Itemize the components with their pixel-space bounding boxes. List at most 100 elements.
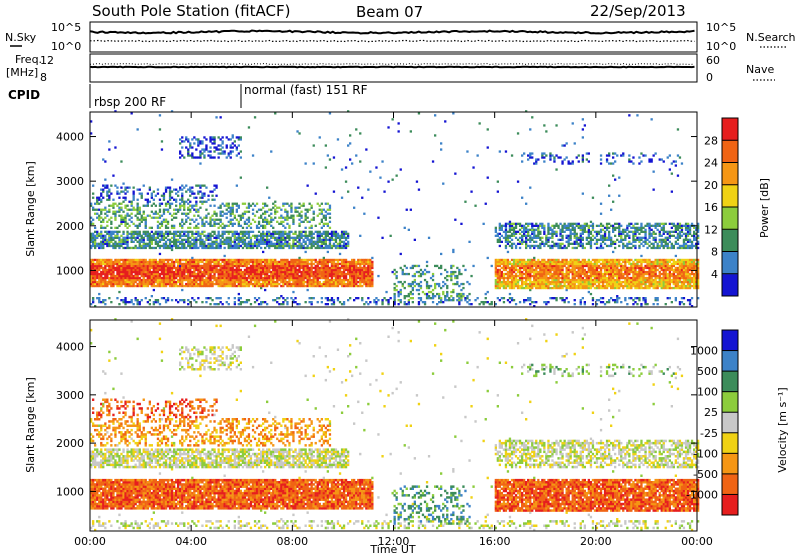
power-cell: [557, 238, 560, 241]
power-cell: [553, 226, 556, 229]
power-cell: [541, 236, 544, 239]
power-cell: [466, 297, 469, 300]
power-cell: [203, 278, 206, 282]
power-cell: [537, 246, 540, 250]
power-cell: [330, 276, 334, 280]
power-cell: [160, 268, 164, 272]
power-cell: [231, 274, 234, 278]
power-cell: [332, 280, 336, 284]
power-cell: [251, 154, 255, 157]
power-cell: [510, 224, 514, 227]
power-cell: [92, 297, 95, 300]
power-cell: [543, 264, 546, 268]
power-cell: [223, 264, 226, 268]
power-cell: [355, 297, 358, 300]
power-cell: [547, 260, 550, 264]
power-cell: [506, 260, 510, 264]
power-cell: [96, 274, 99, 278]
power-cell: [213, 224, 216, 227]
power-cell: [126, 242, 129, 245]
power-cell: [229, 208, 232, 211]
power-cell: [518, 240, 522, 243]
power-cell: [324, 244, 327, 248]
power-cell: [288, 224, 291, 227]
power-cell: [148, 262, 151, 266]
power-cell: [353, 299, 356, 302]
power-cell: [162, 218, 166, 221]
power-cell: [213, 232, 216, 235]
power-cell: [496, 190, 499, 193]
power-cell: [104, 212, 107, 215]
power-cell: [90, 280, 93, 284]
power-cell: [205, 282, 208, 286]
power-cell: [199, 268, 202, 272]
power-cell: [175, 192, 178, 195]
power-cell: [183, 200, 186, 203]
power-cell: [130, 202, 133, 205]
power-cell: [146, 264, 149, 268]
power-cell: [213, 236, 216, 239]
date-label: 22/Sep/2013: [590, 2, 686, 20]
power-cell: [514, 246, 518, 250]
power-cell: [328, 236, 332, 239]
power-cell: [90, 244, 93, 248]
power-cell: [152, 303, 155, 306]
power-cell: [545, 286, 548, 290]
power-cell: [112, 272, 115, 276]
power-cell: [138, 232, 141, 235]
power-cell: [512, 226, 516, 229]
power-cell: [142, 268, 145, 272]
power-cell: [209, 303, 212, 306]
power-cell: [217, 148, 220, 151]
power-cell: [409, 290, 412, 294]
power-cell: [209, 154, 212, 157]
power-cell: [328, 204, 332, 207]
power-cell: [347, 144, 350, 147]
power-cell: [170, 264, 174, 268]
power-cell: [284, 244, 287, 248]
power-cell: [541, 272, 544, 276]
power-cell: [118, 236, 121, 239]
power-cell: [245, 258, 249, 262]
power-cell: [138, 280, 141, 284]
power-cell: [401, 270, 404, 274]
power-cell: [498, 299, 501, 302]
power-cell: [383, 297, 386, 300]
power-cell: [278, 242, 281, 245]
power-cell: [338, 236, 342, 239]
power-cell: [100, 210, 103, 213]
power-cell: [304, 216, 307, 219]
power-cell: [270, 242, 273, 245]
power-cell: [217, 234, 220, 237]
power-cell: [529, 152, 532, 155]
power-cell: [199, 260, 202, 264]
power-cell: [237, 204, 240, 207]
power-cell: [409, 297, 412, 300]
power-cell: [185, 258, 188, 262]
power-cell: [545, 260, 548, 264]
power-cell: [173, 226, 176, 229]
power-cell: [399, 266, 402, 270]
power-cell: [195, 204, 198, 207]
power-cell: [541, 258, 544, 262]
power-cell: [381, 299, 384, 302]
power-cell: [518, 274, 522, 278]
power-cell: [387, 180, 390, 183]
power-cell: [102, 262, 105, 266]
power-cell: [122, 216, 125, 219]
power-cell: [251, 208, 255, 211]
power-cell: [168, 230, 172, 233]
power-cell: [158, 260, 162, 264]
power-cell: [181, 258, 184, 262]
power-cell: [371, 270, 374, 274]
power-cell: [114, 230, 117, 233]
power-cell: [264, 240, 267, 243]
power-cell: [110, 262, 113, 266]
power-cell: [219, 301, 222, 304]
power-cell: [280, 232, 283, 235]
power-cell: [264, 210, 267, 213]
power-cell: [156, 212, 160, 215]
power-cell: [241, 234, 245, 237]
power-cell: [255, 278, 259, 282]
power-cell: [189, 218, 192, 221]
